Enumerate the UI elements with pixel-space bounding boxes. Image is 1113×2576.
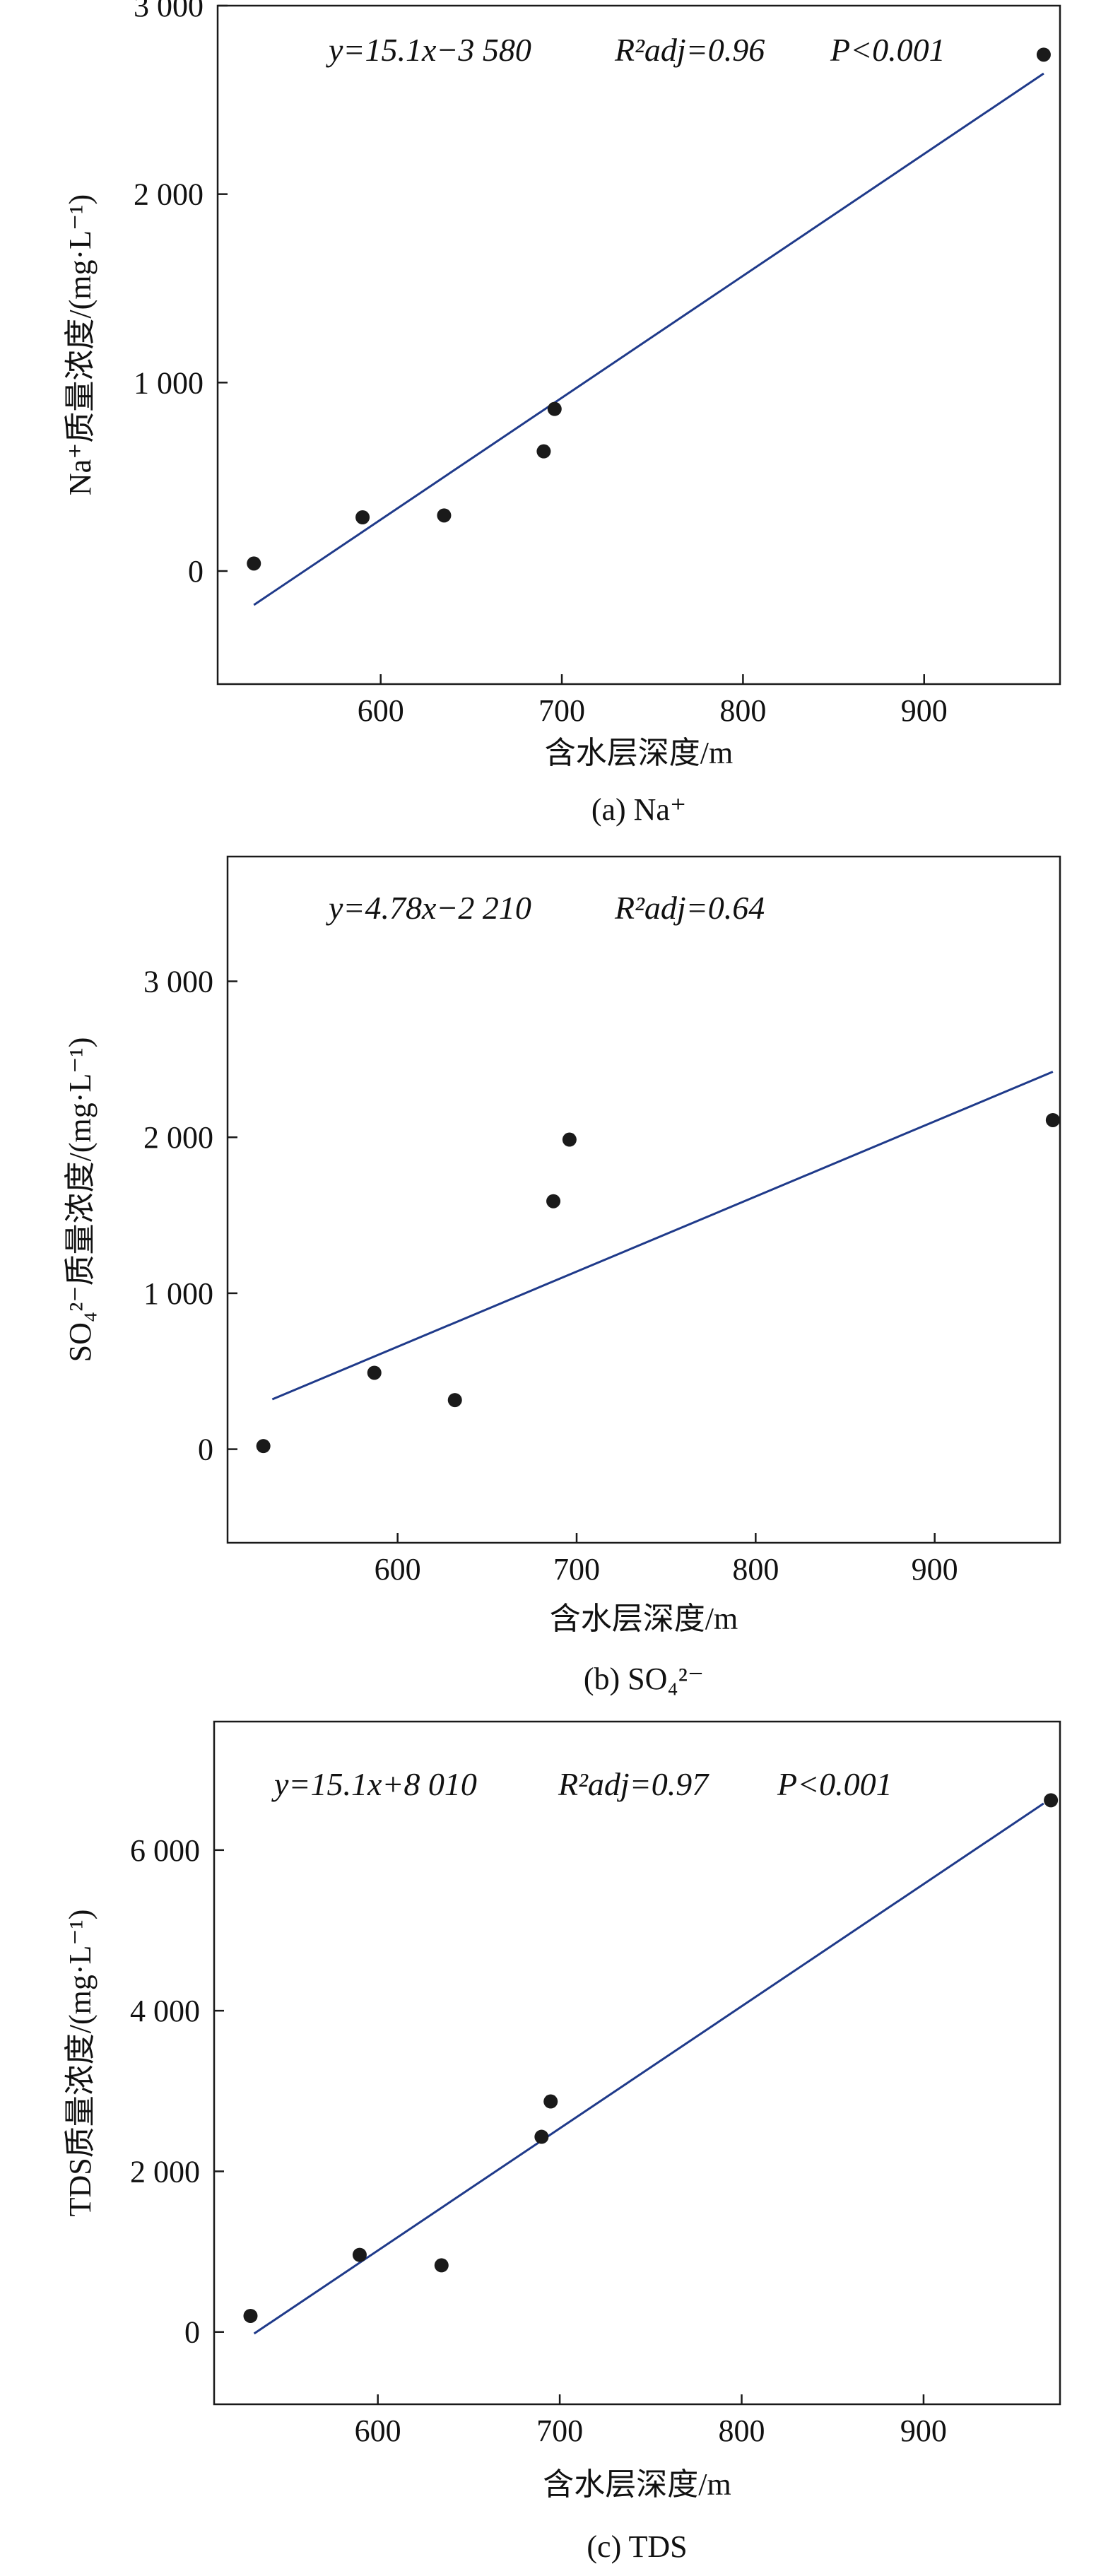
- data-point: [243, 2308, 258, 2323]
- chart-panel-c: 600 700 800 900 0 2 000 4 000 6 000 含水层深度/m TDS质量…: [63, 1720, 1061, 2564]
- x-tick-label: 800: [719, 693, 766, 728]
- y-tick-label: 2 000: [130, 2154, 200, 2189]
- data-point: [355, 510, 370, 524]
- x-tick-label: 600: [375, 1552, 421, 1587]
- plot-frame: [216, 4, 1061, 686]
- x-axis-label: 含水层深度/m: [550, 1601, 738, 1636]
- data-point: [247, 556, 261, 571]
- y-tick-label: 0: [188, 554, 204, 589]
- regression-equation: y=15.1x+8 010: [271, 1766, 477, 1802]
- x-tick-label: 900: [900, 2413, 947, 2448]
- y-tick-label: 1 000: [134, 365, 204, 400]
- chart-panel-b: 600 700 800 900 0 1 000 2 000 3 000 含水层深度/m SO₄²⁻…: [63, 855, 1061, 1696]
- x-tick-label: 600: [355, 2413, 401, 2448]
- data-point: [1044, 1793, 1059, 1808]
- y-axis-label: TDS质量浓度/(mg·L⁻¹): [63, 1910, 98, 2217]
- r-squared-annotation: R²adj=0.64: [614, 890, 765, 926]
- x-tick-label: 800: [732, 1552, 779, 1587]
- p-value-annotation: P<0.001: [777, 1766, 893, 1802]
- regression-equation: y=4.78x−2 210: [326, 890, 531, 926]
- y-tick-label: 1 000: [143, 1276, 213, 1311]
- y-tick-label: 3 000: [143, 965, 213, 999]
- y-tick-label: 0: [198, 1433, 213, 1467]
- y-axis-label: Na⁺质量浓度/(mg·L⁻¹): [63, 194, 98, 495]
- y-tick-label: 6 000: [130, 1833, 200, 1868]
- x-tick-label: 800: [719, 2413, 765, 2448]
- data-point: [1045, 1112, 1060, 1127]
- x-tick-label: 700: [538, 693, 585, 728]
- panel-caption: (c) TDS: [587, 2529, 687, 2564]
- data-point: [447, 1393, 462, 1408]
- p-value-annotation: P<0.001: [830, 32, 946, 68]
- data-point: [367, 1365, 382, 1380]
- x-tick-label: 900: [912, 1552, 958, 1587]
- x-axis-label: 含水层深度/m: [545, 736, 733, 770]
- data-point: [547, 401, 562, 416]
- x-tick-label: 900: [901, 693, 948, 728]
- plot-frame: [226, 855, 1061, 1544]
- r-squared-annotation: R²adj=0.96: [614, 32, 765, 68]
- y-tick-label: 2 000: [143, 1120, 213, 1155]
- r-squared-annotation: R²adj=0.97: [558, 1766, 709, 1802]
- plot-frame: [213, 1720, 1061, 2406]
- data-point: [543, 2094, 558, 2109]
- regression-equation: y=15.1x−3 580: [326, 32, 531, 68]
- y-tick-label: 0: [184, 2315, 200, 2350]
- x-tick-label: 700: [536, 2413, 583, 2448]
- data-point: [536, 444, 551, 459]
- y-tick-label: 3 000: [134, 0, 204, 23]
- x-tick-label: 700: [553, 1552, 600, 1587]
- x-axis-label: 含水层深度/m: [543, 2467, 731, 2502]
- regression-line: [271, 1071, 1054, 1401]
- panel-caption: (b) SO₄²⁻: [584, 1662, 704, 1696]
- panel-caption: (a) Na⁺: [591, 792, 686, 827]
- data-point: [562, 1132, 577, 1147]
- x-tick-label: 600: [358, 693, 404, 728]
- data-point: [534, 2129, 549, 2144]
- data-point: [352, 2247, 367, 2262]
- data-point: [546, 1194, 561, 1208]
- y-tick-label: 4 000: [130, 1994, 200, 2028]
- regression-line: [253, 1802, 1044, 2335]
- data-point: [256, 1439, 271, 1454]
- data-point: [1036, 47, 1051, 62]
- chart-panel-a: 600 700 800 900 0 1 000 2 000 3 000 含水层深度/m Na⁺质量…: [63, 0, 1061, 827]
- y-tick-label: 2 000: [134, 177, 204, 212]
- regression-line: [253, 72, 1044, 606]
- y-axis-label: SO₄²⁻质量浓度/(mg·L⁻¹): [63, 1037, 98, 1363]
- data-point: [437, 508, 452, 523]
- data-point: [434, 2258, 449, 2273]
